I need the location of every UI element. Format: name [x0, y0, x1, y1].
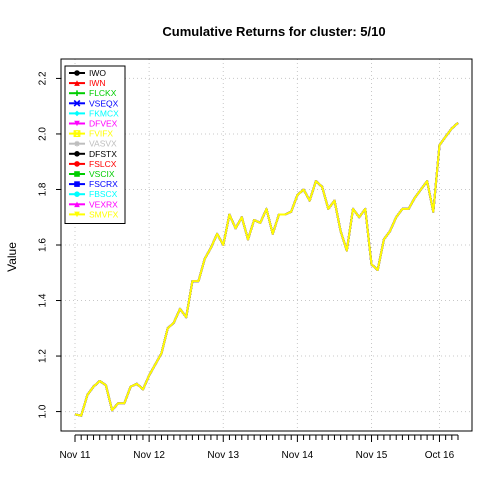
legend-item-iwo: IWO [69, 68, 106, 78]
series-line-iwo [74, 122, 459, 417]
series-line-vscix [74, 122, 459, 417]
y-tick-label: 2.2 [38, 71, 49, 85]
series-line-smvfx [74, 122, 459, 417]
x-tick-label: Nov 11 [60, 450, 91, 461]
legend-marker [74, 140, 80, 147]
legend-item-fkmcx: FKMCX [69, 108, 119, 118]
y-tick-label: 1.2 [38, 349, 49, 363]
legend-item-flckx: FLCKX [69, 88, 117, 98]
legend-item-fslcx: FSLCX [69, 159, 117, 169]
legend-item-fvifx: FVIFX [69, 129, 113, 139]
legend-marker [74, 201, 80, 208]
series-line-fbscx [74, 122, 459, 417]
legend-marker [74, 191, 80, 197]
y-tick-label: 1.4 [38, 293, 49, 307]
legend-marker [74, 110, 80, 117]
x-axis: Nov 11 Nov 12 Nov 13 Nov 14 Nov 15 Oct 16 [60, 434, 459, 461]
legend-marker [73, 99, 81, 107]
legend-label: DFVEX [89, 119, 118, 129]
y-axis-title: Value [5, 242, 19, 272]
series-line-fscrx [74, 122, 459, 417]
y-tick-label: 1.0 [38, 404, 49, 418]
legend-label: FBSCX [89, 189, 118, 199]
legend-item-dfvex: DFVEX [69, 119, 118, 129]
legend-item-iwn: IWN [69, 78, 106, 88]
series-line-fkmcx [74, 122, 459, 417]
y-tick-label: 2.0 [38, 127, 49, 141]
series-line-flckx [74, 122, 459, 417]
legend-label: FLCKX [89, 88, 117, 98]
series-line-iwn [74, 122, 459, 417]
legend-marker [74, 161, 80, 167]
legend-marker [74, 211, 80, 218]
legend-item-fscrx: FSCRX [69, 179, 118, 189]
legend-item-vasvx: VASVX [69, 139, 117, 149]
legend-item-vscix: VSCIX [69, 169, 115, 179]
legend-label: DFSTX [89, 149, 117, 159]
legend: IWOIWNFLCKXVSEQXFKMCXDFVEXFVIFXVASVXDFST… [64, 65, 126, 224]
y-tick-label: 1.8 [38, 182, 49, 196]
series-line-dfvex [74, 122, 459, 417]
legend-marker [74, 80, 80, 86]
legend-label: VSCIX [89, 169, 115, 179]
x-tick-label: Nov 13 [207, 450, 239, 461]
chart-title: Cumulative Returns for cluster: 5/10 [162, 24, 385, 39]
legend-label: FSCRX [89, 179, 118, 189]
series-line-vexrx [74, 122, 459, 417]
legend-marker-square [73, 130, 81, 138]
legend-marker [74, 181, 80, 187]
legend-marker [74, 171, 80, 177]
x-tick-label: Nov 15 [356, 450, 388, 461]
legend-label: VEXRX [89, 199, 118, 209]
series-line-fvifx [74, 122, 459, 417]
legend-item-fbscx: FBSCX [69, 189, 118, 199]
legend-label: VASVX [89, 139, 117, 149]
legend-marker [73, 130, 81, 138]
y-axis: 1.0 1.2 1.4 1.6 1.8 2.0 2.2 [38, 71, 61, 419]
legend-item-vexrx: VEXRX [69, 199, 118, 209]
legend-marker [74, 70, 80, 76]
legend-item-vseqx: VSEQX [69, 98, 119, 108]
series-line-vasvx [74, 122, 459, 417]
legend-label: FSLCX [89, 159, 117, 169]
legend-marker [74, 90, 80, 96]
legend-label: SMVFX [89, 209, 119, 219]
series-layer [74, 122, 459, 417]
y-tick-label: 1.6 [38, 238, 49, 252]
legend-label: VSEQX [89, 98, 119, 108]
x-tick-label: Nov 14 [282, 450, 314, 461]
series-line-dfstx [74, 122, 459, 417]
legend-marker [74, 151, 80, 157]
legend-label: IWO [89, 68, 106, 78]
series-line-vseqx [74, 122, 459, 417]
legend-label: FKMCX [89, 108, 119, 118]
legend-marker-cross [73, 130, 81, 137]
legend-item-smvfx: SMVFX [69, 209, 119, 219]
legend-item-dfstx: DFSTX [69, 149, 117, 159]
series-line-fslcx [74, 122, 459, 417]
x-tick-label: Oct 16 [425, 450, 455, 461]
grid-layer [61, 59, 472, 431]
legend-marker [74, 120, 80, 127]
x-tick-label: Nov 12 [133, 450, 165, 461]
legend-label: FVIFX [89, 129, 113, 139]
legend-label: IWN [89, 78, 106, 88]
